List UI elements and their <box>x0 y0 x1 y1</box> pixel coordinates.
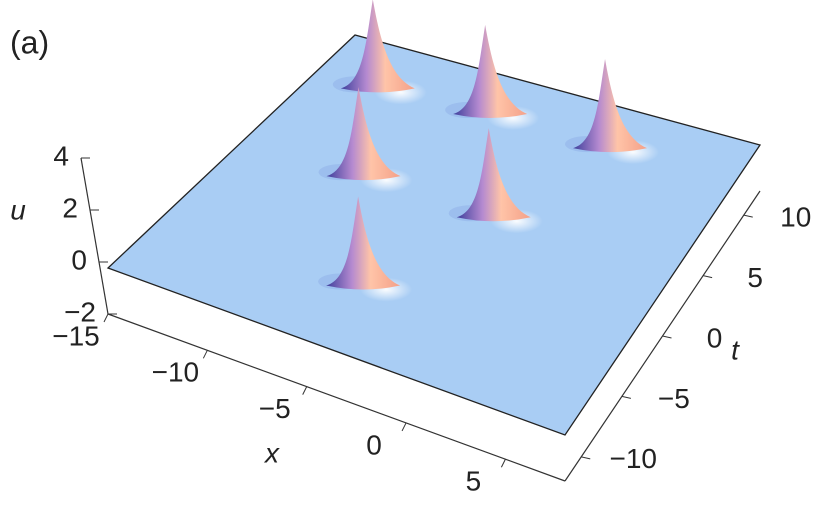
surface <box>106 34 762 436</box>
peak <box>456 128 531 222</box>
x-axis-label: x <box>263 437 280 468</box>
peak <box>573 58 648 153</box>
y-tick <box>621 395 631 399</box>
x-tick-label: −5 <box>259 393 291 424</box>
peak <box>340 0 415 93</box>
z-tick-label: 0 <box>71 244 87 275</box>
x-tick <box>302 386 308 395</box>
y-tick-label: 10 <box>780 202 811 233</box>
y-tick-label: 5 <box>747 262 763 293</box>
x-tick <box>202 350 208 359</box>
u-axis-label: u <box>10 194 26 225</box>
y-tick-label: −10 <box>610 443 658 474</box>
t-axis-label: t <box>731 334 740 365</box>
x-axis <box>107 313 566 482</box>
z-tick-label: 2 <box>62 192 78 223</box>
y-tick <box>581 456 591 460</box>
y-tick <box>703 275 713 279</box>
y-tick <box>662 335 672 339</box>
panel-label: (a) <box>10 24 49 60</box>
x-tick-label: 5 <box>466 466 482 497</box>
peak <box>326 196 401 290</box>
x-tick-label: 0 <box>366 429 382 460</box>
peak <box>326 87 401 181</box>
z-tick-label: −2 <box>64 296 96 327</box>
y-tick-label: 0 <box>707 322 723 353</box>
z-tick-label: 4 <box>53 140 69 171</box>
x-tick <box>401 422 407 432</box>
x-tick <box>500 458 506 468</box>
x-tick-label: −10 <box>152 357 200 388</box>
peak <box>453 24 528 118</box>
x-tick-label: −15 <box>52 320 100 351</box>
y-tick-label: −5 <box>658 383 690 414</box>
x-tick <box>103 313 109 323</box>
u-axis <box>80 157 109 315</box>
y-tick <box>743 214 753 218</box>
